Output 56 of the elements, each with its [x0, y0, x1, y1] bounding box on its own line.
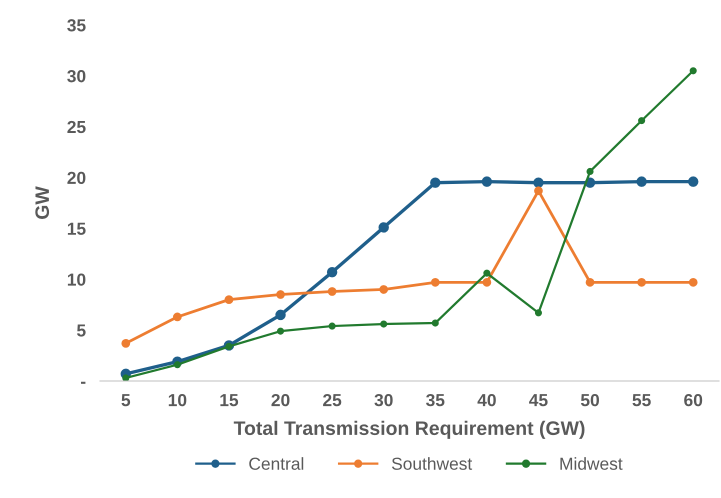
y-tick-label: -	[81, 382, 86, 384]
x-tick-label: 10	[168, 394, 186, 406]
point	[122, 374, 130, 381]
x-tick-label: 5	[122, 394, 130, 406]
y-tick-label: 35	[67, 19, 86, 32]
y-tick-label: 25	[67, 120, 86, 134]
point	[430, 177, 440, 188]
x-tick-label: 35	[426, 394, 444, 406]
y-tick-label: 5	[76, 324, 86, 337]
x-tick-label: 55	[632, 394, 651, 406]
y-tick-label: 10	[68, 273, 86, 286]
point	[326, 266, 338, 278]
point	[275, 310, 286, 320]
point	[638, 117, 646, 124]
point	[533, 177, 544, 188]
legend-label: Southwest	[392, 457, 472, 470]
legend-label: Central	[249, 457, 304, 470]
point	[174, 361, 181, 368]
point	[276, 290, 285, 299]
point	[690, 67, 697, 74]
point	[432, 319, 439, 327]
y-axis-title: GW	[35, 186, 50, 219]
point	[378, 222, 389, 233]
point	[534, 186, 543, 196]
point	[482, 278, 492, 287]
point	[637, 278, 646, 287]
x-tick-label: 50	[580, 394, 599, 406]
point	[379, 285, 388, 294]
point	[482, 176, 492, 187]
y-tick-label: 30	[67, 70, 86, 82]
point	[483, 270, 490, 277]
x-tick-label: 45	[529, 394, 548, 406]
point	[688, 176, 698, 187]
point	[224, 295, 234, 304]
point	[586, 168, 594, 176]
x-axis-title: Total Transmission Requirement (GW)	[234, 420, 584, 439]
point	[277, 328, 284, 335]
point	[636, 176, 647, 187]
x-tick-label: 40	[477, 394, 496, 406]
legend-label: Midwest	[560, 457, 623, 470]
point	[380, 320, 388, 328]
x-tick-label: 25	[323, 394, 342, 406]
x-tick-label: 15	[220, 394, 238, 406]
y-tick-label: 20	[67, 172, 86, 184]
x-tick-label: 20	[271, 394, 290, 406]
point	[586, 278, 594, 287]
point	[328, 322, 336, 330]
point	[173, 312, 182, 322]
point	[121, 338, 130, 348]
point	[430, 278, 440, 287]
x-tick-label: 30	[374, 394, 393, 406]
point	[688, 278, 698, 287]
point	[328, 287, 336, 296]
point	[534, 309, 542, 316]
y-tick-label: 15	[68, 222, 86, 235]
x-tick-label: 60	[684, 394, 702, 406]
